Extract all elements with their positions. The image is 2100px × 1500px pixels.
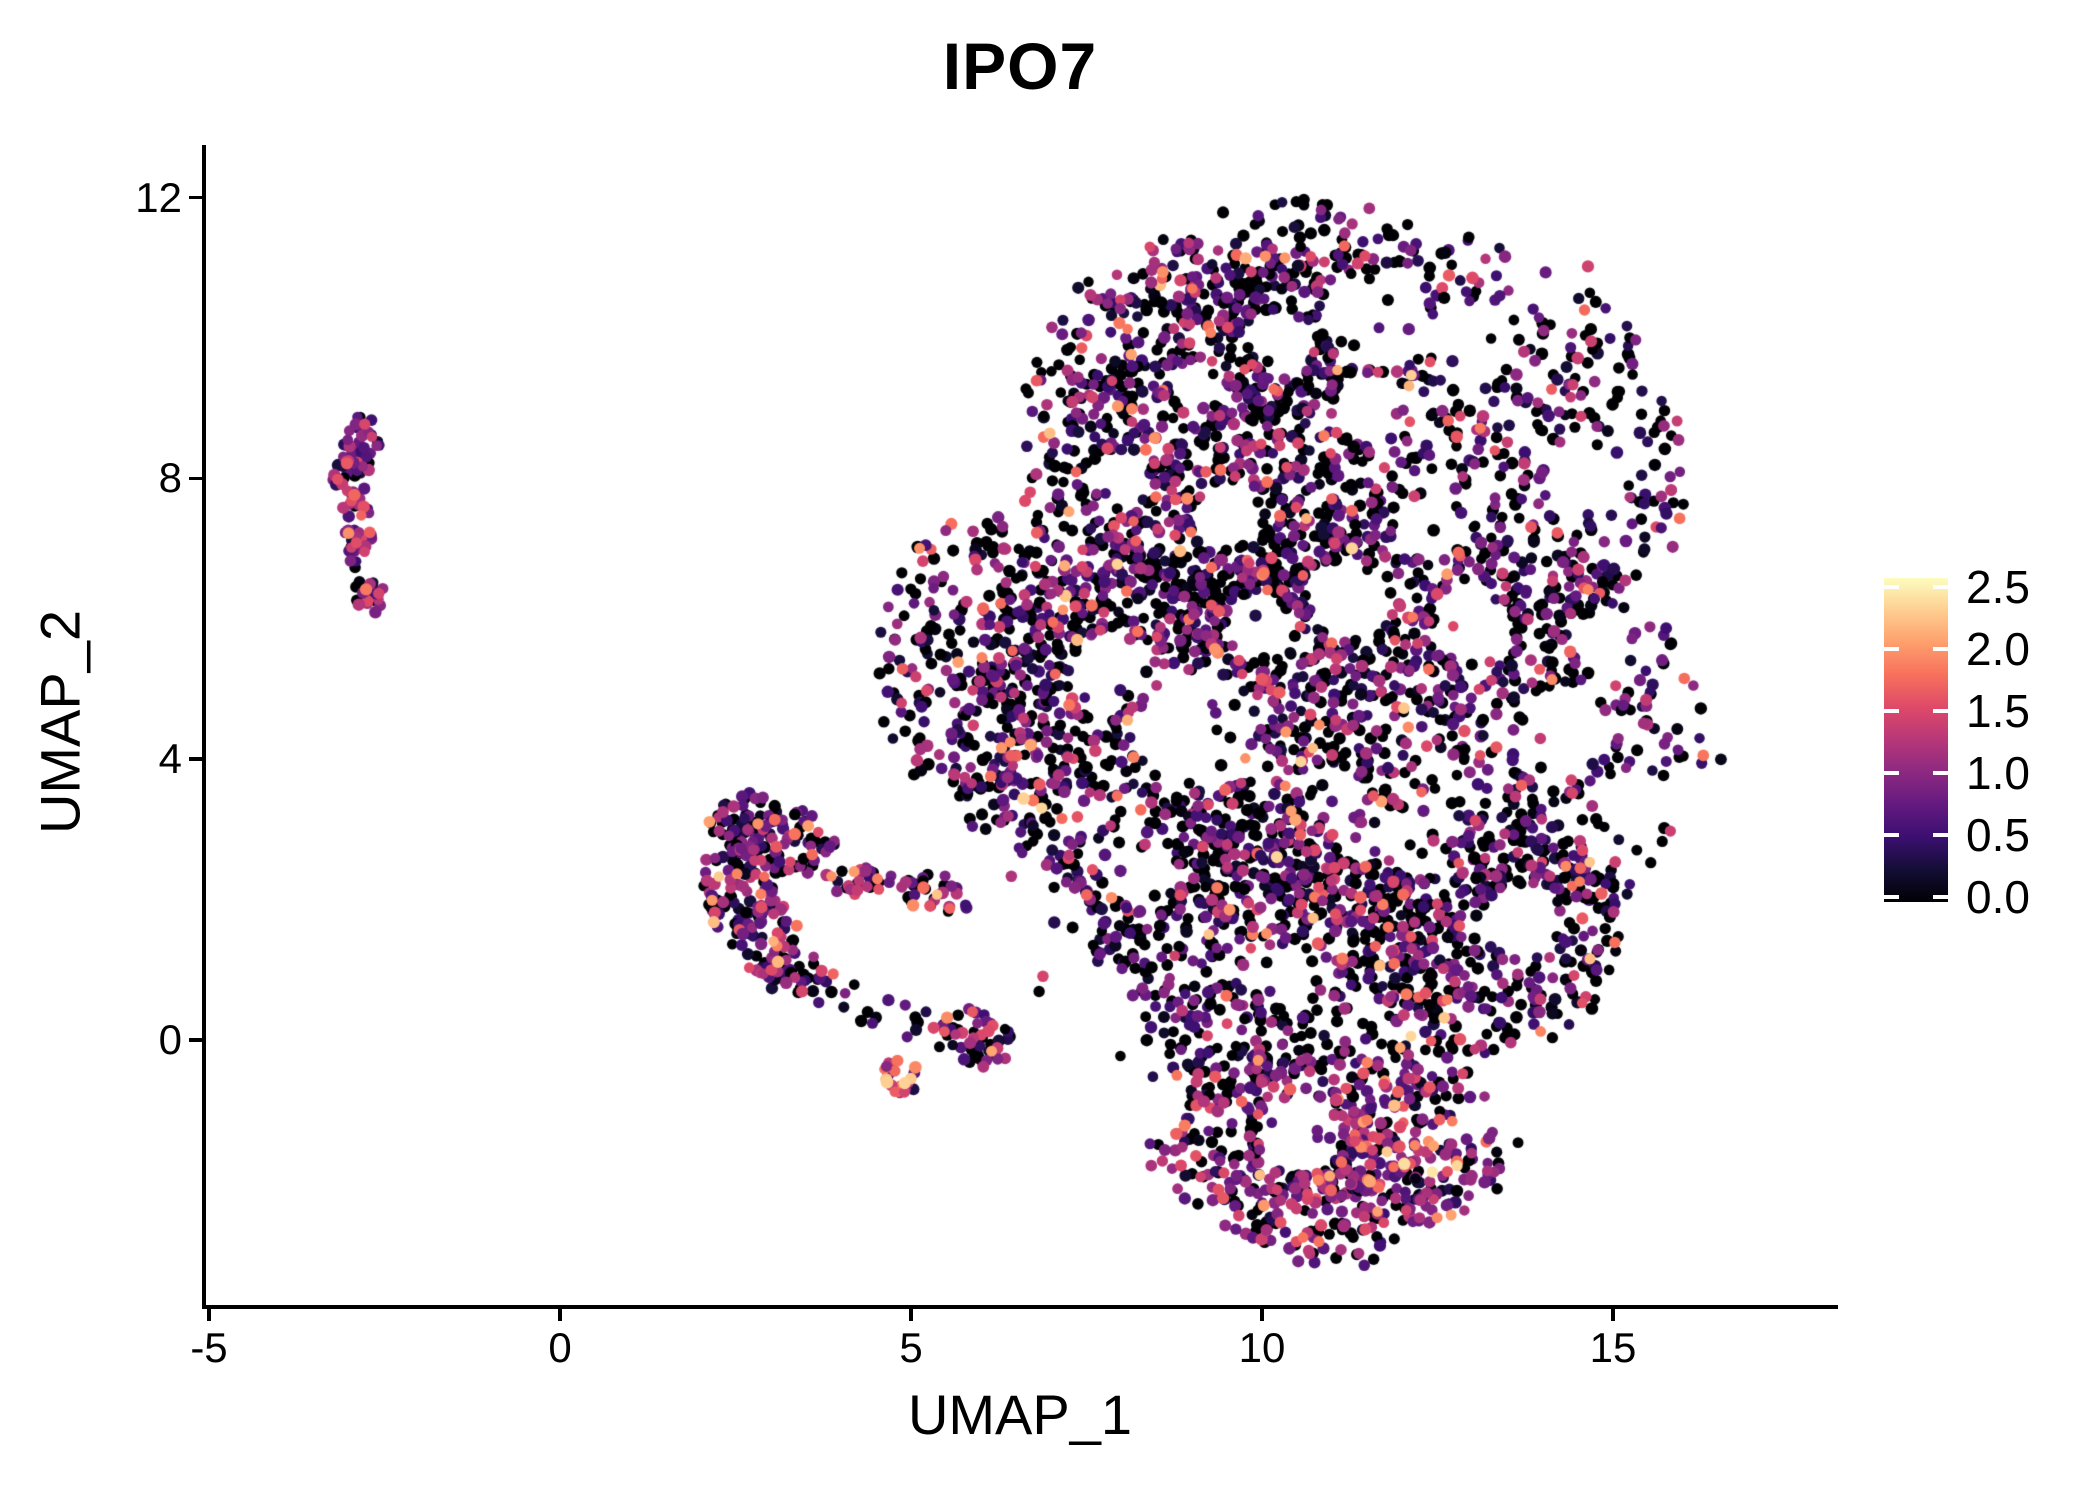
y-axis-tick-label: 4 bbox=[158, 735, 182, 783]
colorbar-tick-mark bbox=[1933, 585, 1948, 589]
colorbar-tick-label: 2.5 bbox=[1966, 561, 2030, 613]
y-axis-tick-mark bbox=[189, 476, 205, 481]
colorbar-tick-mark bbox=[1933, 647, 1948, 651]
colorbar-tick-mark bbox=[1884, 709, 1899, 713]
colorbar-tick-label: 2.0 bbox=[1966, 623, 2030, 675]
y-axis-tick-mark bbox=[189, 1038, 205, 1042]
colorbar-tick-mark bbox=[1933, 709, 1948, 713]
x-axis-tick-mark bbox=[558, 1305, 562, 1321]
x-axis-tick-label: -5 bbox=[190, 1324, 228, 1371]
colorbar-gradient bbox=[1884, 578, 1948, 902]
colorbar-tick-label: 1.0 bbox=[1966, 747, 2030, 799]
colorbar-tick-mark bbox=[1884, 833, 1899, 837]
colorbar-tick-mark bbox=[1933, 833, 1948, 837]
y-axis-tick-label: 8 bbox=[158, 454, 182, 502]
colorbar-tick-mark bbox=[1933, 895, 1948, 899]
y-axis-title: UMAP_2 bbox=[28, 609, 92, 835]
y-axis-tick-label: 12 bbox=[135, 173, 182, 221]
x-axis-tick-mark bbox=[207, 1305, 211, 1321]
x-axis-tick-mark bbox=[1611, 1305, 1615, 1321]
x-axis-tick-mark bbox=[1260, 1305, 1264, 1321]
colorbar bbox=[1884, 578, 1948, 902]
colorbar-tick-mark bbox=[1933, 771, 1948, 775]
y-axis-tick-mark bbox=[189, 757, 205, 761]
x-axis-title: UMAP_1 bbox=[907, 1383, 1133, 1446]
colorbar-tick-mark bbox=[1884, 895, 1899, 899]
x-axis-tick-label: 10 bbox=[1238, 1324, 1286, 1371]
x-axis-line bbox=[202, 1305, 1838, 1309]
colorbar-tick-label: 0.0 bbox=[1966, 871, 2030, 923]
y-axis-tick-label: 0 bbox=[158, 1016, 182, 1063]
plot-title: IPO7 bbox=[942, 29, 1098, 103]
x-axis-tick-label: 0 bbox=[548, 1324, 572, 1371]
colorbar-tick-mark bbox=[1884, 771, 1899, 775]
y-axis-line bbox=[202, 145, 206, 1309]
x-axis-tick-label: 15 bbox=[1589, 1324, 1637, 1371]
x-axis-tick-mark bbox=[909, 1305, 913, 1321]
x-axis-tick-label: 5 bbox=[899, 1324, 923, 1371]
y-axis-tick-mark bbox=[189, 195, 205, 200]
colorbar-tick-label: 1.5 bbox=[1966, 685, 2030, 737]
colorbar-tick-label: 0.5 bbox=[1966, 809, 2030, 861]
colorbar-tick-mark bbox=[1884, 585, 1899, 589]
colorbar-tick-mark bbox=[1884, 647, 1899, 651]
